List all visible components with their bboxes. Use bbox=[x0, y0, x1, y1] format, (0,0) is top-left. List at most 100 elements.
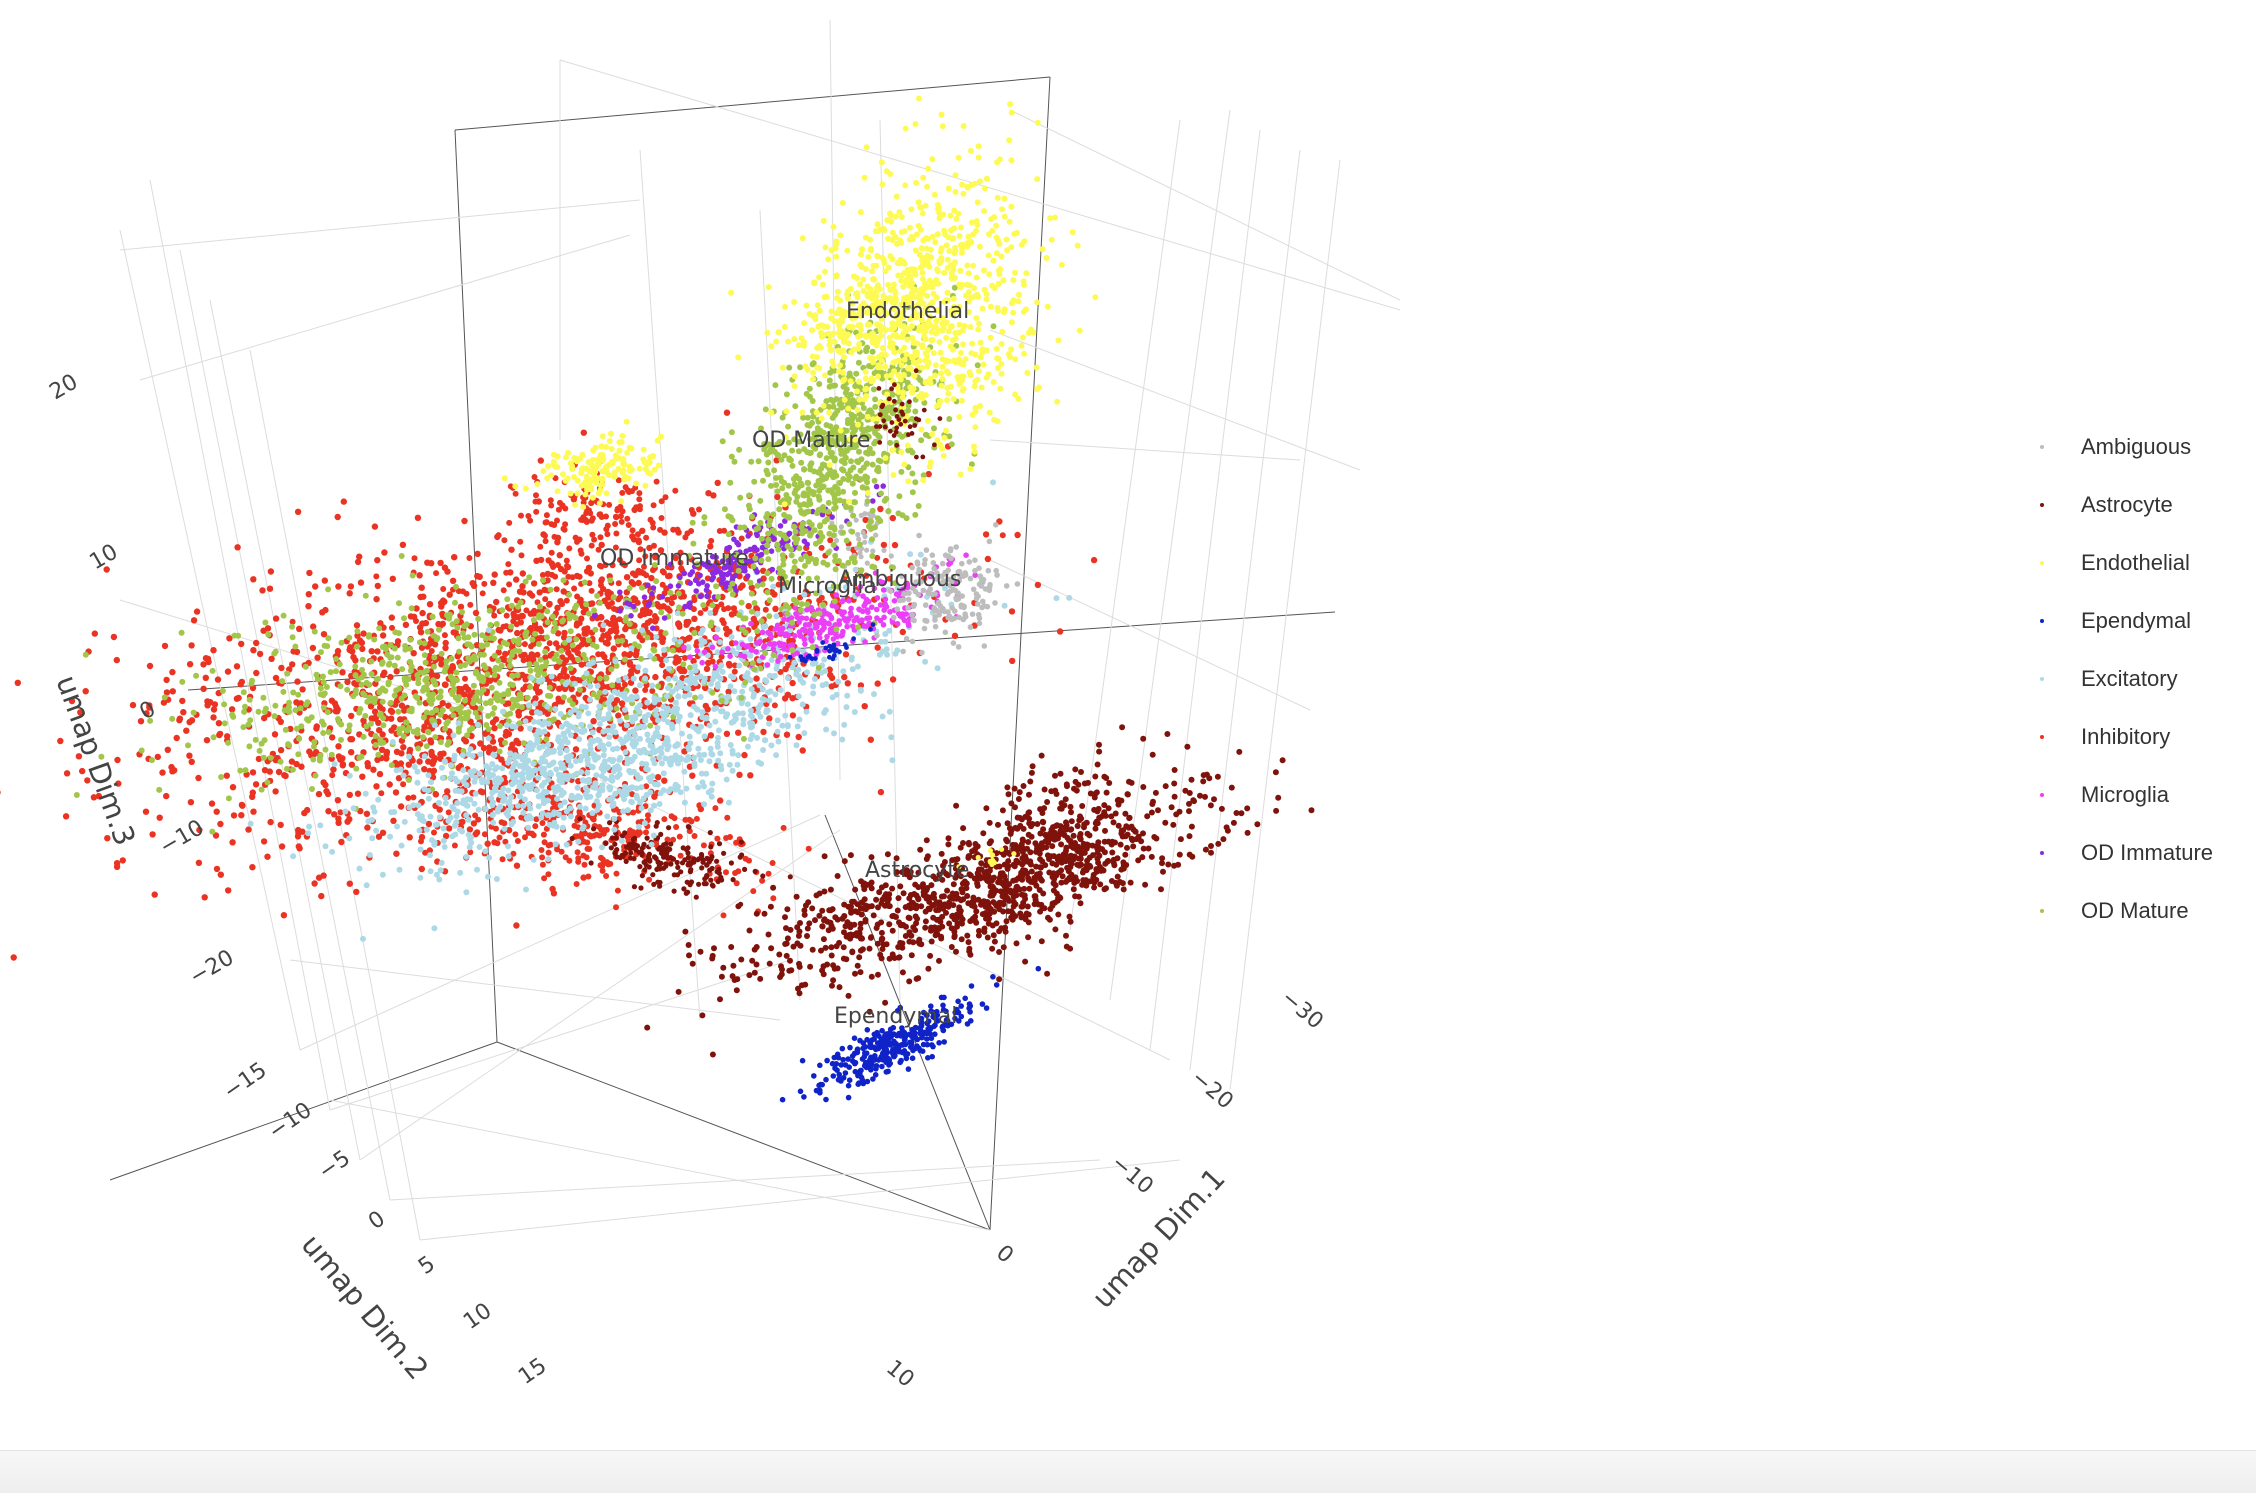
data-point bbox=[862, 639, 868, 645]
data-point bbox=[453, 584, 459, 590]
data-point bbox=[874, 615, 880, 621]
data-point bbox=[549, 560, 555, 566]
data-point bbox=[298, 705, 304, 711]
data-point bbox=[474, 551, 480, 557]
data-point bbox=[519, 774, 525, 780]
data-point bbox=[508, 547, 514, 553]
data-point bbox=[163, 677, 169, 683]
data-point bbox=[609, 774, 615, 780]
data-point bbox=[315, 676, 321, 682]
data-point bbox=[161, 699, 167, 705]
data-point bbox=[501, 537, 507, 543]
data-point bbox=[412, 555, 418, 561]
data-point bbox=[804, 616, 810, 622]
data-point bbox=[557, 659, 563, 665]
data-point bbox=[527, 661, 533, 667]
data-point bbox=[575, 849, 581, 855]
data-point bbox=[862, 703, 868, 709]
data-point bbox=[359, 640, 365, 646]
data-point bbox=[600, 868, 606, 874]
data-point bbox=[633, 740, 639, 746]
data-point bbox=[527, 684, 533, 690]
data-point bbox=[588, 834, 594, 840]
data-point bbox=[730, 674, 736, 680]
data-point bbox=[675, 761, 681, 767]
data-point bbox=[593, 464, 599, 470]
data-point bbox=[465, 714, 471, 720]
data-point bbox=[623, 618, 629, 624]
data-point bbox=[273, 675, 279, 681]
data-point bbox=[511, 614, 517, 620]
data-point bbox=[415, 802, 421, 808]
data-point bbox=[624, 791, 630, 797]
data-point bbox=[726, 570, 732, 576]
data-point bbox=[221, 701, 227, 707]
data-point bbox=[651, 585, 657, 591]
data-point bbox=[407, 747, 413, 753]
data-point bbox=[535, 672, 541, 678]
data-point bbox=[836, 618, 842, 624]
data-point bbox=[369, 648, 375, 654]
data-point bbox=[111, 634, 117, 640]
data-point bbox=[296, 843, 302, 849]
data-point bbox=[433, 570, 439, 576]
data-point bbox=[442, 844, 448, 850]
data-point bbox=[564, 598, 570, 604]
data-point bbox=[661, 704, 667, 710]
data-point bbox=[802, 637, 808, 643]
data-point bbox=[507, 657, 513, 663]
data-point bbox=[607, 438, 613, 444]
data-point bbox=[539, 730, 545, 736]
data-point bbox=[0, 789, 1, 795]
data-point bbox=[580, 504, 586, 510]
data-point bbox=[682, 817, 688, 823]
data-point bbox=[698, 757, 704, 763]
data-point bbox=[531, 580, 537, 586]
data-point bbox=[278, 822, 284, 828]
data-point bbox=[293, 699, 299, 705]
data-point bbox=[683, 757, 689, 763]
data-point bbox=[333, 703, 339, 709]
data-point bbox=[551, 749, 557, 755]
data-point bbox=[451, 806, 457, 812]
data-point bbox=[767, 631, 773, 637]
data-point bbox=[463, 812, 469, 818]
data-point bbox=[615, 712, 621, 718]
data-point bbox=[694, 675, 700, 681]
data-point bbox=[583, 791, 589, 797]
data-point bbox=[624, 574, 630, 580]
data-point bbox=[688, 867, 693, 872]
data-point bbox=[678, 853, 684, 859]
data-point bbox=[762, 643, 768, 649]
data-point bbox=[490, 772, 496, 778]
data-point bbox=[419, 610, 425, 616]
data-point bbox=[691, 755, 697, 761]
data-point bbox=[426, 796, 432, 802]
data-point bbox=[568, 710, 574, 716]
data-point bbox=[485, 841, 491, 847]
data-point bbox=[626, 489, 632, 495]
data-point bbox=[645, 767, 651, 773]
data-point bbox=[593, 772, 599, 778]
data-point bbox=[335, 820, 341, 826]
data-point bbox=[305, 830, 311, 836]
data-point bbox=[828, 627, 834, 633]
data-point bbox=[532, 701, 538, 707]
data-point bbox=[83, 652, 89, 658]
data-point bbox=[721, 912, 727, 918]
data-point bbox=[587, 683, 593, 689]
data-point bbox=[647, 864, 652, 869]
data-point bbox=[770, 567, 776, 573]
data-point bbox=[632, 754, 638, 760]
data-point bbox=[772, 606, 778, 612]
data-point bbox=[526, 783, 532, 789]
data-point bbox=[510, 765, 516, 771]
data-point bbox=[601, 827, 607, 833]
data-point bbox=[681, 645, 687, 651]
data-point bbox=[548, 771, 554, 777]
data-point bbox=[651, 734, 657, 740]
data-point bbox=[383, 755, 389, 761]
data-point bbox=[393, 789, 399, 795]
